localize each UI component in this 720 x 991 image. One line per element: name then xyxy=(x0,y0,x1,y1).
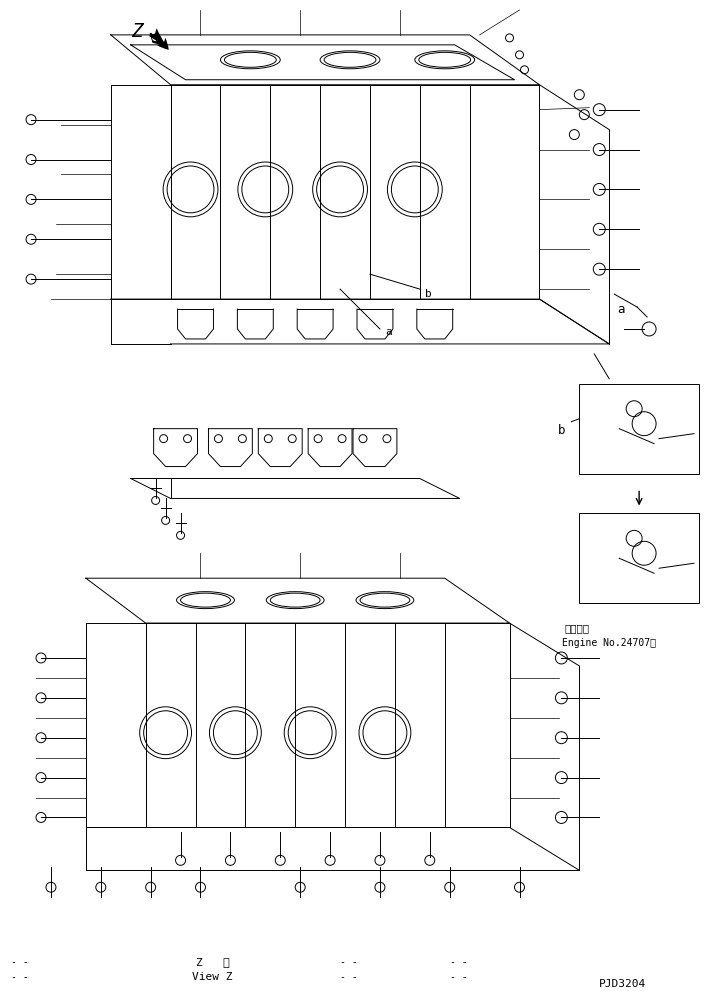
Text: View Z: View Z xyxy=(192,972,232,982)
Text: b: b xyxy=(425,289,431,299)
Text: Engine No.24707～: Engine No.24707～ xyxy=(562,638,657,648)
Bar xyxy=(580,384,699,474)
Text: a: a xyxy=(385,327,392,337)
Text: Z: Z xyxy=(131,22,143,41)
Text: Z   视: Z 视 xyxy=(196,957,229,967)
Text: b: b xyxy=(557,424,565,437)
Text: a: a xyxy=(617,303,625,316)
Text: PJD3204: PJD3204 xyxy=(599,979,647,989)
Bar xyxy=(580,513,699,604)
Text: - -: - - xyxy=(11,957,29,967)
Text: - -: - - xyxy=(450,957,467,967)
Text: - -: - - xyxy=(340,957,358,967)
Text: - -: - - xyxy=(340,972,358,982)
Text: - -: - - xyxy=(11,972,29,982)
Text: - -: - - xyxy=(450,972,467,982)
Text: 適用号機: 適用号機 xyxy=(564,623,590,633)
